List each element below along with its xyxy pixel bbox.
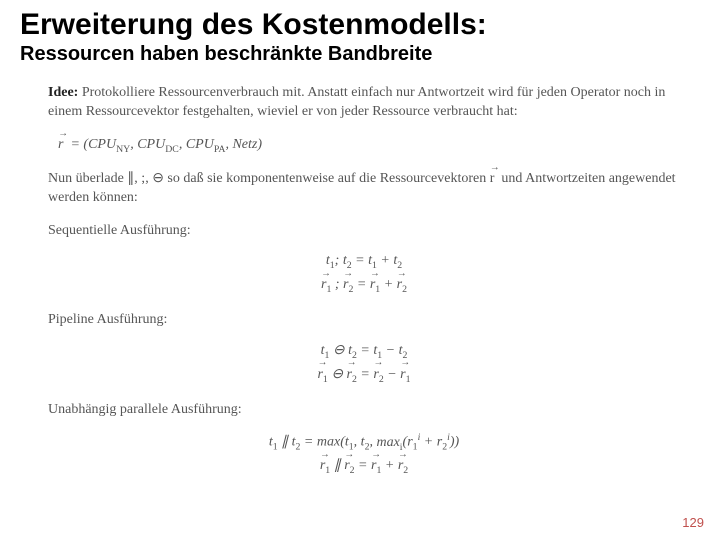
parallel-label: Unabhängig parallele Ausführung: (48, 401, 680, 420)
pipeline-formulas: t1 ⊖ t2 = t1 − t2 r1 ⊖ r2 = r2 − r1 (48, 340, 680, 387)
overload-paragraph: Nun überlade ∥, ;, ⊖ so daß sie komponen… (48, 170, 680, 208)
vector-definition: r = (CPUNY, CPUDC, CPUPA, Netz) (48, 136, 680, 156)
slide-subtitle: Ressourcen haben beschränkte Bandbreite (20, 43, 700, 66)
slide-title: Erweiterung des Kostenmodells: (20, 8, 700, 41)
slide-body: Idee: Protokolliere Ressourcenverbrauch … (20, 84, 700, 479)
pipeline-label: Pipeline Ausführung: (48, 311, 680, 330)
idea-text: Protokolliere Ressourcenverbrauch mit. A… (48, 85, 665, 119)
sequential-formulas: t1; t2 = t1 + t2 r1 ; r2 = r1 + r2 (48, 250, 680, 297)
parallel-formulas: t1 ∥ t2 = max(t1, t2, maxi(r1i + r2i)) r… (48, 430, 680, 479)
idea-lead: Idee: (48, 85, 78, 100)
page-number: 129 (682, 515, 704, 530)
slide-container: Erweiterung des Kostenmodells: Ressource… (0, 0, 720, 503)
idea-paragraph: Idee: Protokolliere Ressourcenverbrauch … (48, 84, 680, 122)
sequential-label: Sequentielle Ausführung: (48, 222, 680, 241)
vec-r: r (58, 136, 63, 155)
